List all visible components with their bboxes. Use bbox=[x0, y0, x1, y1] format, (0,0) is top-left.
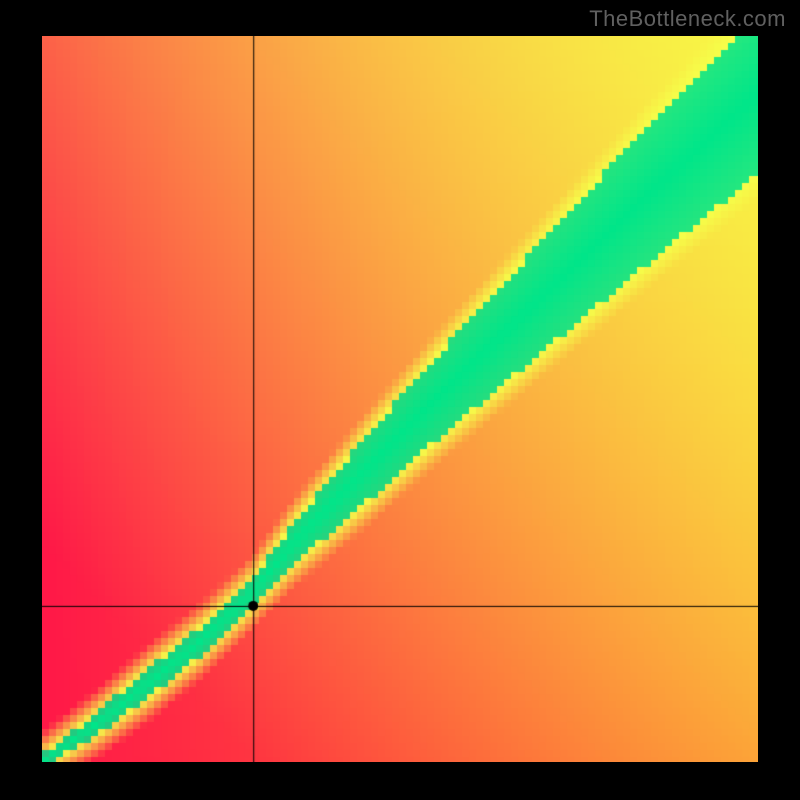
watermark-text: TheBottleneck.com bbox=[589, 6, 786, 32]
chart-frame: TheBottleneck.com bbox=[0, 0, 800, 800]
bottleneck-heatmap-canvas bbox=[42, 36, 758, 762]
